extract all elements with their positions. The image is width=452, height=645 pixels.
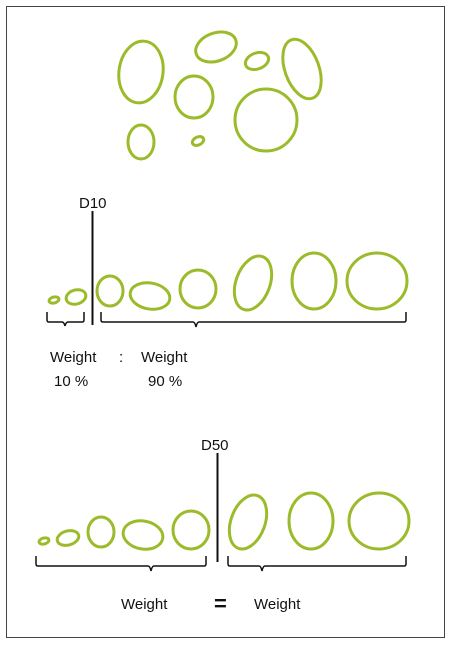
d10-marker-label: D10 — [79, 195, 107, 212]
scattered-particles — [117, 30, 323, 161]
particle — [128, 281, 172, 311]
particle — [178, 268, 218, 310]
d50-right-weight-label: Weight — [254, 596, 301, 613]
particle — [345, 251, 409, 311]
particle — [121, 519, 165, 551]
particle — [194, 30, 238, 64]
d10-separator: : — [119, 349, 123, 366]
particle — [37, 536, 51, 546]
particle — [243, 50, 271, 72]
particle — [47, 295, 61, 305]
d10-left-weight-label: Weight — [50, 349, 97, 366]
d50-particles — [37, 491, 411, 551]
particle — [95, 274, 125, 308]
particle — [171, 509, 211, 551]
particle — [232, 254, 274, 312]
particle — [126, 123, 156, 161]
particle — [227, 493, 269, 551]
d10-right-percent: 90 % — [148, 373, 182, 390]
d50-marker-label: D50 — [201, 437, 229, 454]
particle — [233, 87, 299, 153]
d10-left-bracket — [46, 312, 85, 327]
d50-left-bracket — [35, 556, 207, 572]
d50-left-weight-label: Weight — [121, 596, 168, 613]
particle — [64, 288, 88, 306]
d10-right-weight-label: Weight — [141, 349, 188, 366]
particle — [55, 529, 81, 547]
particle — [347, 491, 411, 551]
particle — [190, 135, 206, 147]
particle — [173, 74, 215, 120]
particle — [290, 251, 338, 311]
particle — [117, 39, 165, 105]
d10-right-bracket — [100, 312, 407, 328]
d10-particles — [47, 251, 409, 312]
d10-left-percent: 10 % — [54, 373, 88, 390]
particle — [86, 515, 116, 549]
particle — [287, 491, 335, 551]
diagram-border — [6, 6, 445, 638]
d50-equals-sign: = — [214, 591, 227, 616]
particle — [281, 37, 323, 101]
d50-right-bracket — [227, 556, 407, 572]
